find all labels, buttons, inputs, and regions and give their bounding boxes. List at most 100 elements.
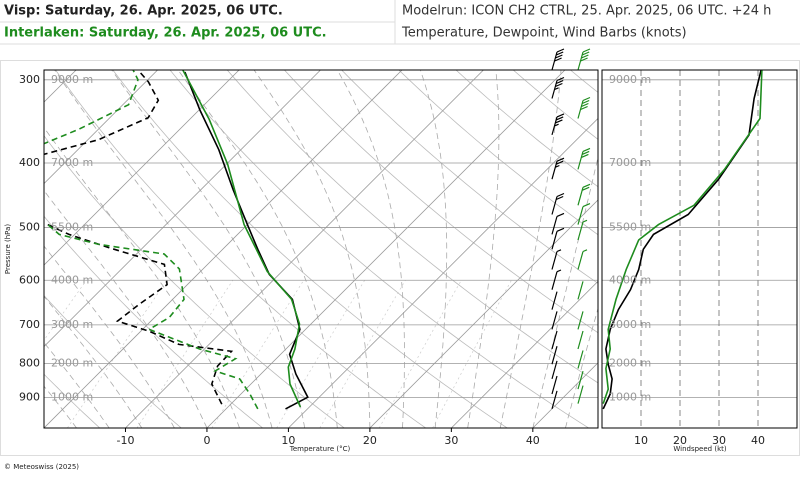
wind-barb xyxy=(551,113,565,136)
y-axis-label: Pressure (hPa) xyxy=(4,224,12,274)
wind-barb xyxy=(577,147,591,170)
moist-adiabat xyxy=(336,70,405,428)
height-label: 1000 m xyxy=(609,391,651,404)
isotherm xyxy=(44,70,403,428)
wind-barb xyxy=(551,375,558,395)
dry-adiabat xyxy=(55,70,426,428)
x-axis-label: Windspeed (kt) xyxy=(673,445,726,453)
wind-barb xyxy=(551,390,558,410)
dry-adiabat xyxy=(44,215,263,428)
y-tick-label: 500 xyxy=(19,221,40,234)
y-tick-label: 300 xyxy=(19,73,40,86)
height-label: 5500 m xyxy=(609,221,651,234)
x-tick-label: 40 xyxy=(526,434,540,447)
mixing-ratio-line xyxy=(319,280,406,428)
wind-barb xyxy=(551,311,558,330)
moist-adiabat xyxy=(44,245,175,428)
wind-barb xyxy=(551,212,565,235)
height-label: 9000 m xyxy=(51,73,93,86)
isotherm xyxy=(206,70,566,428)
wind-barb xyxy=(577,48,591,71)
height-label: 7000 m xyxy=(609,156,651,169)
plot-border xyxy=(43,69,599,429)
x-tick-label: 10 xyxy=(634,434,648,447)
wind-barb xyxy=(577,330,584,350)
wind-barb xyxy=(551,48,565,71)
y-tick-label: 600 xyxy=(19,273,40,286)
x-tick-label: -10 xyxy=(116,434,134,447)
moist-adiabat xyxy=(44,126,240,428)
moist-adiabat xyxy=(467,70,500,428)
footer: © Meteoswiss (2025) xyxy=(4,463,79,471)
x-tick-label: 30 xyxy=(712,434,726,447)
dry-adiabat xyxy=(44,135,345,428)
profile-line xyxy=(602,70,763,404)
isotherm xyxy=(532,362,598,428)
wind-barb xyxy=(551,346,558,365)
wind-barb xyxy=(577,370,584,390)
y-tick-label: 900 xyxy=(19,391,40,404)
wind-barb xyxy=(577,281,584,300)
height-label: 4000 m xyxy=(609,273,651,286)
height-label: 2000 m xyxy=(609,356,651,369)
x-tick-label: 20 xyxy=(673,434,687,447)
isotherm xyxy=(44,70,158,185)
plot-border xyxy=(601,69,798,429)
moist-adiabat xyxy=(44,295,143,428)
height-label: 9000 m xyxy=(609,73,651,86)
dry-adiabat xyxy=(284,70,598,334)
model-run: Modelrun: ICON CH2 CTRL, 25. Apr. 2025, … xyxy=(402,4,771,19)
wind-barb xyxy=(551,360,558,380)
dry-adiabat xyxy=(112,70,508,428)
profile-line xyxy=(44,70,234,405)
moist-adiabat xyxy=(111,70,306,428)
profile-line xyxy=(182,70,302,408)
isotherm xyxy=(125,70,484,428)
dry-adiabat xyxy=(341,70,598,284)
x-tick-label: 20 xyxy=(363,434,377,447)
isotherm xyxy=(369,199,598,428)
height-label: 7000 m xyxy=(51,156,93,169)
wind-barb xyxy=(577,203,591,225)
wind-barb xyxy=(577,96,591,119)
x-tick-label: 30 xyxy=(444,434,458,447)
isotherm xyxy=(44,70,321,348)
x-tick-label: 10 xyxy=(281,434,295,447)
subtitle: Temperature, Dewpoint, Wind Barbs (knots… xyxy=(401,26,687,41)
wind-barb xyxy=(577,311,584,330)
wind-barb xyxy=(551,192,565,215)
wind-barb xyxy=(551,227,565,250)
y-tick-label: 400 xyxy=(19,156,40,169)
dry-adiabat xyxy=(226,70,598,384)
isotherm xyxy=(44,70,240,266)
wind-barb xyxy=(551,249,562,270)
wind-barb xyxy=(577,219,588,241)
moist-adiabat xyxy=(499,70,562,428)
mixing-ratio-line xyxy=(276,280,365,428)
height-label: 3000 m xyxy=(51,318,93,331)
x-axis-label: Temperature (°C) xyxy=(289,445,351,453)
height-label: 4000 m xyxy=(51,273,93,286)
dry-adiabat xyxy=(455,70,598,188)
dry-adiabat xyxy=(398,70,598,236)
height-label: 1000 m xyxy=(51,391,93,404)
height-label: 2000 m xyxy=(51,356,93,369)
moist-adiabat xyxy=(44,341,110,428)
title: Visp: Saturday, 26. Apr. 2025, 06 UTC. xyxy=(4,4,283,19)
wind-barb xyxy=(551,269,562,290)
height-label: 5500 m xyxy=(51,221,93,234)
moist-adiabat xyxy=(532,155,598,428)
wind-barb xyxy=(551,76,565,99)
wind-barb xyxy=(577,385,584,404)
wind-barb xyxy=(577,249,588,270)
mixing-ratio-line xyxy=(67,280,168,428)
isotherm xyxy=(451,280,598,428)
wind-barb xyxy=(551,330,558,350)
moist-adiabat xyxy=(44,189,208,428)
wind-barb xyxy=(577,350,584,369)
dry-adiabat xyxy=(44,373,101,428)
wind-plot xyxy=(602,70,797,428)
height-label: 3000 m xyxy=(609,318,651,331)
profile-line xyxy=(44,70,259,410)
